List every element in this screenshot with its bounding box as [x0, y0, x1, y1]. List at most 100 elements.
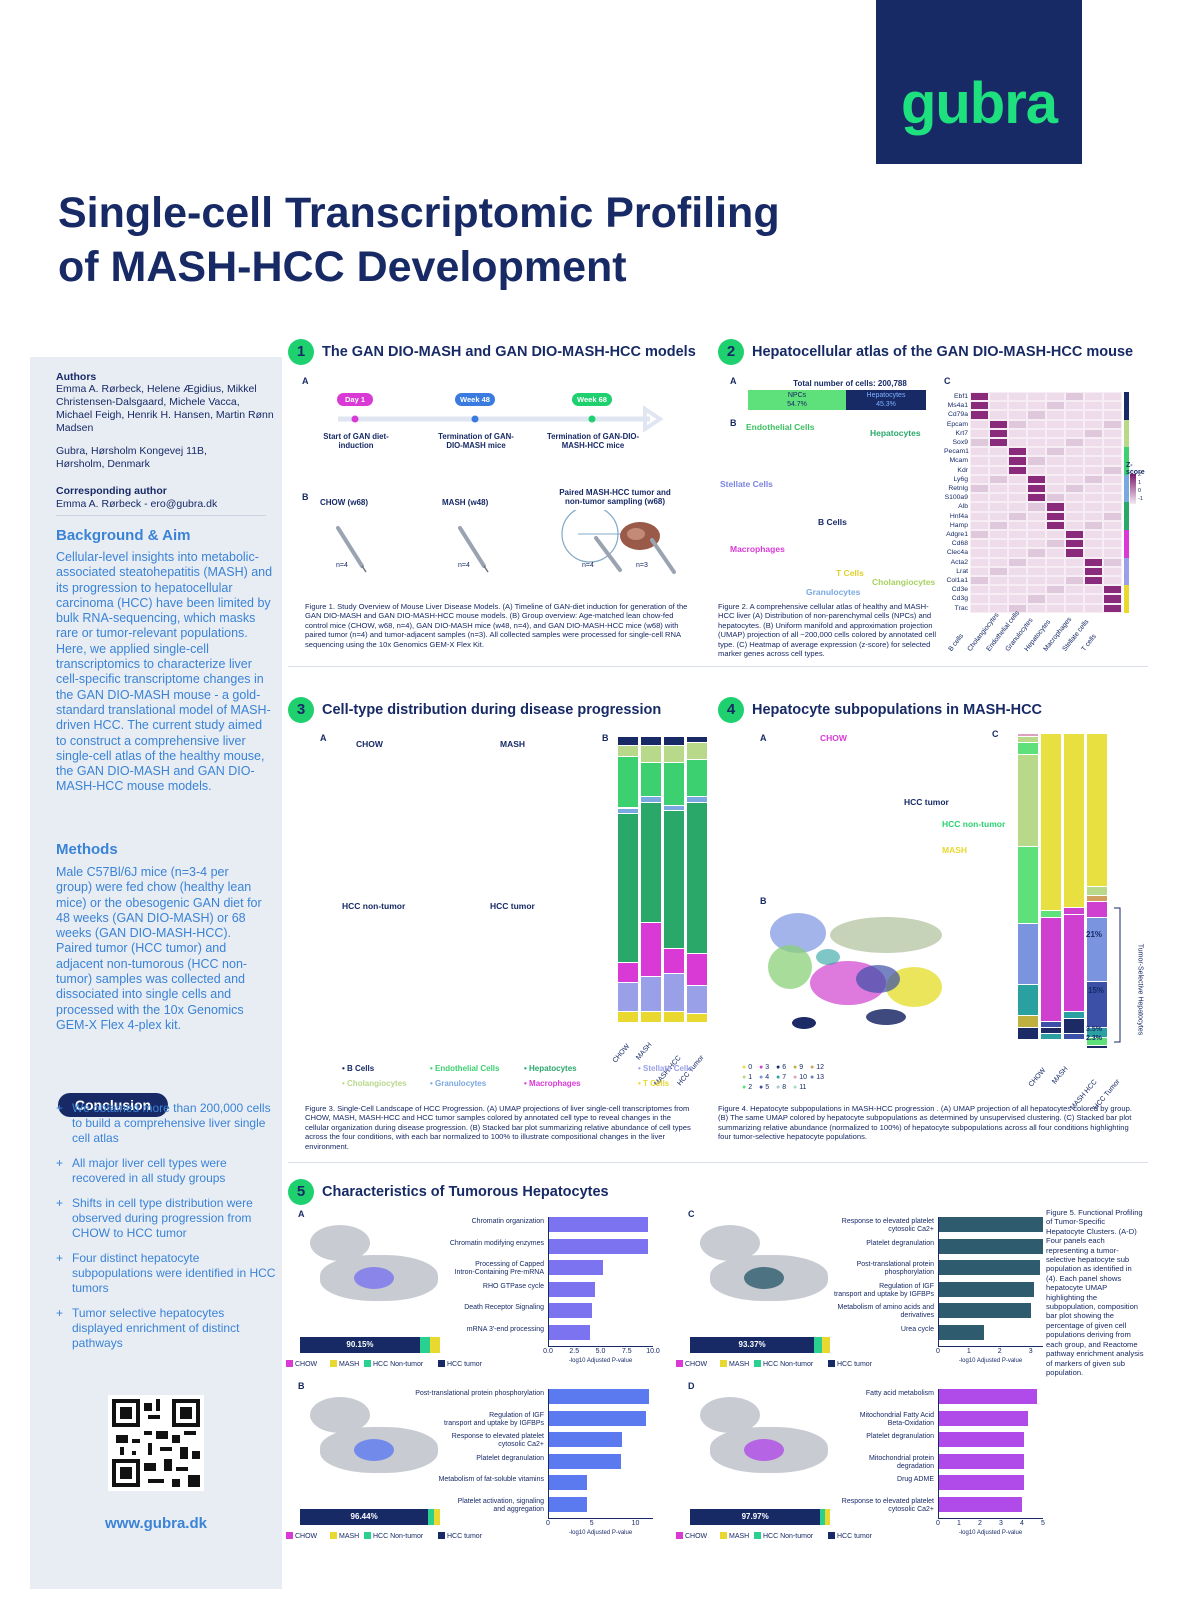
timeline-dot-1: [351, 415, 359, 423]
title-line-1: Single-cell Transcriptomic Profiling: [58, 189, 780, 237]
heatmap-cell: [1008, 438, 1027, 448]
section-4-title: Hepatocyte subpopulations in MASH-HCC: [752, 702, 1043, 718]
stacked-bar-segment: [1018, 1015, 1038, 1028]
heatmap-cell: [1046, 392, 1065, 402]
heatmap-cell: [989, 576, 1008, 586]
qr-code[interactable]: [108, 1395, 204, 1491]
axis-tick: 0: [546, 1520, 550, 1527]
legend-item: • Cholangiocytes: [342, 1079, 407, 1088]
enrichment-panel: A 90.15% CHOW MASH HCC Non-tumor HCC tumor Chr…: [286, 1205, 670, 1373]
umap-label: B Cells: [818, 517, 847, 527]
legend-item: • Granulocytes: [430, 1079, 487, 1088]
pathway-bar: [938, 1389, 1037, 1404]
heatmap-gene-label: Sox9: [952, 439, 969, 446]
axis-label: -log10 Adjusted P-value: [568, 1530, 633, 1536]
heatmap-side-color: [1124, 520, 1129, 530]
stacked-bar-segment: [664, 1011, 684, 1023]
umap-label: Cholangiocytes: [872, 577, 936, 587]
heatmap-cell: [1027, 428, 1046, 438]
cluster-dot: ●: [793, 1064, 800, 1071]
pathway-label: Mitochondrial protein degradation: [869, 1454, 934, 1470]
axis-tick: 0: [936, 1520, 940, 1527]
stacked-bar-segment: [1041, 1027, 1061, 1034]
heatmap-cell: [1046, 438, 1065, 448]
legend-swatch: [754, 1360, 761, 1367]
umap-highlight: [354, 1439, 394, 1461]
legend-swatch: [720, 1532, 727, 1539]
axis-tick: 4: [1020, 1520, 1024, 1527]
pathway-bar: [938, 1496, 1022, 1512]
cluster-legend-item: ● 6: [776, 1064, 786, 1071]
heatmap-side-color: [1124, 557, 1129, 567]
heatmap-cell: [1046, 419, 1065, 429]
pathway-label: RHO GTPase cycle: [482, 1282, 544, 1290]
composition-bar: 90.15%: [300, 1337, 440, 1353]
group-legend-item: MASH: [720, 1532, 749, 1540]
axis-line: [548, 1518, 653, 1519]
heatmap-cell: [970, 566, 989, 576]
umap-group-label: HCC tumor: [904, 797, 949, 807]
pathway-bar: [938, 1453, 1025, 1469]
heatmap-cell: [1008, 428, 1027, 438]
zscore-tick: 2: [1138, 472, 1142, 478]
website-link[interactable]: www.gubra.dk: [105, 1515, 207, 1532]
heatmap-cell: [1103, 566, 1122, 576]
heatmap-side-color: [1124, 493, 1129, 503]
umap-label: Granulocytes: [806, 587, 861, 597]
heatmap-cell: [1008, 557, 1027, 567]
heatmap-cell: [989, 594, 1008, 604]
stacked-bar-segment: [687, 759, 707, 798]
heatmap-gene-label: Ms4a1: [947, 402, 968, 410]
cluster-legend-item: ● 7: [776, 1074, 786, 1081]
cluster-dot: ●: [776, 1064, 783, 1071]
cluster-number: 11: [799, 1084, 807, 1091]
umap-silhouette: [700, 1225, 830, 1309]
heatmap-cell: [1084, 557, 1103, 567]
authors-label: Authors: [56, 371, 97, 383]
heatmap-cell: [1046, 548, 1065, 558]
pathway-bar: [548, 1238, 648, 1254]
heatmap-cell: [989, 465, 1008, 475]
cluster-number: 5: [765, 1084, 770, 1091]
heatmap-gene-label: Ly6g: [953, 475, 969, 483]
heatmap-cell: [1046, 576, 1065, 586]
group-n: n=4: [458, 562, 470, 569]
heatmap-celltype-label: B cells: [947, 632, 966, 653]
cluster-dot: ●: [776, 1074, 783, 1081]
cluster-number: 3: [765, 1064, 770, 1071]
qr-code-icon: [112, 1399, 200, 1487]
heatmap-cell: [1027, 557, 1046, 567]
pathway-bar: [938, 1432, 1025, 1447]
pathway-label: mRNA 3'-end processing: [466, 1325, 544, 1333]
heatmap-side-color: [1124, 447, 1129, 457]
figure-5-caption: Figure 5. Functional Profiling of Tumor-…: [1046, 1208, 1144, 1377]
group-legend-item: HCC Non-tumor: [364, 1532, 423, 1540]
heatmap-cell: [1103, 502, 1122, 512]
composition-segment: [428, 1509, 435, 1525]
cluster-dot: ●: [759, 1064, 766, 1071]
heatmap-cell: [1084, 585, 1103, 595]
heatmap-cell: [970, 511, 989, 521]
pathway-bar: [938, 1238, 1043, 1254]
legend-swatch: [364, 1532, 371, 1539]
panel-letter: B: [302, 492, 309, 502]
heatmap-cell: [1084, 456, 1103, 466]
heatmap-cell: [1065, 484, 1084, 494]
heatmap-cell: [1046, 484, 1065, 494]
timeline-dot-2: [471, 415, 479, 423]
cluster-number: 4: [765, 1074, 770, 1081]
stacked-bar-segment: [664, 737, 684, 746]
heatmap-cell: [1065, 511, 1084, 521]
heatmap-cell: [1046, 585, 1065, 595]
heatmap-cell: [1084, 520, 1103, 530]
heatmap-cell: [1103, 557, 1122, 567]
heatmap-cell: [1065, 557, 1084, 567]
panel-letter: A: [298, 1209, 305, 1219]
section-5-title: Characteristics of Tumorous Hepatocytes: [322, 1184, 609, 1200]
cluster-number: 7: [782, 1074, 787, 1081]
axis-tick: 2.5: [569, 1348, 580, 1355]
pathway-bar: [548, 1453, 621, 1469]
axis-tick: 2: [978, 1520, 982, 1527]
heatmap-cell: [1008, 401, 1027, 411]
subpop-bar-x-labels: CHOW MASH MASH HCC HCC Tumor: [1004, 1048, 1134, 1112]
